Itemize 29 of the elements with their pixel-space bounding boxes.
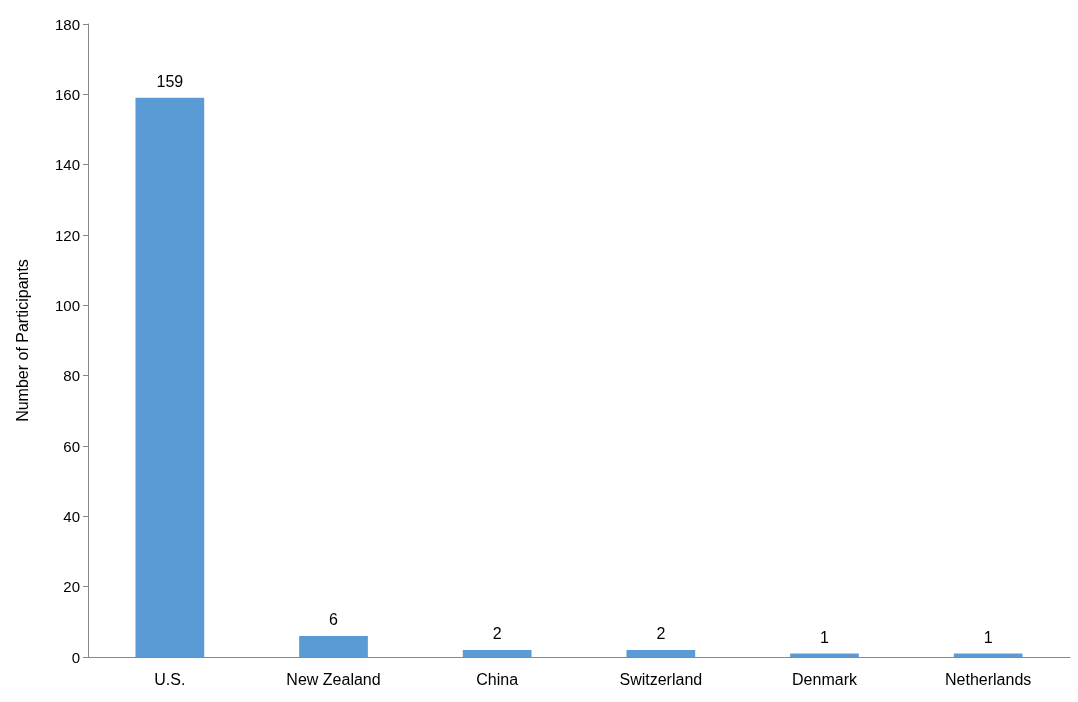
bar <box>462 649 532 657</box>
y-tick-label: 60 <box>63 437 80 455</box>
y-tick-label: 80 <box>63 367 80 385</box>
y-tick-label: 100 <box>54 296 80 314</box>
data-label: 6 <box>329 611 339 629</box>
data-label: 159 <box>156 73 184 91</box>
x-tick-label: China <box>476 670 519 688</box>
y-tick-label: 120 <box>54 226 80 244</box>
x-tick-label: Denmark <box>792 670 858 688</box>
x-tick-label: U.S. <box>154 670 186 688</box>
x-tick-label: New Zealand <box>286 670 381 688</box>
x-tick-label: Switzerland <box>619 670 703 688</box>
bar <box>953 653 1023 657</box>
bar <box>135 97 205 657</box>
y-tick-label: 140 <box>54 156 80 174</box>
y-axis-title: Number of Participants <box>13 259 31 422</box>
bar <box>790 653 859 657</box>
data-label: 1 <box>820 628 830 646</box>
y-tick-label: 0 <box>71 648 80 666</box>
data-label: 1 <box>983 628 993 646</box>
y-tick-label: 180 <box>54 15 80 33</box>
data-label: 2 <box>492 625 502 643</box>
data-label: 2 <box>656 625 666 643</box>
bar <box>626 649 696 657</box>
y-tick-label: 160 <box>54 85 80 103</box>
x-tick-label: Netherlands <box>945 670 1032 688</box>
y-tick-label: 20 <box>63 578 80 596</box>
y-tick-label: 40 <box>63 507 80 525</box>
bar <box>299 635 368 657</box>
